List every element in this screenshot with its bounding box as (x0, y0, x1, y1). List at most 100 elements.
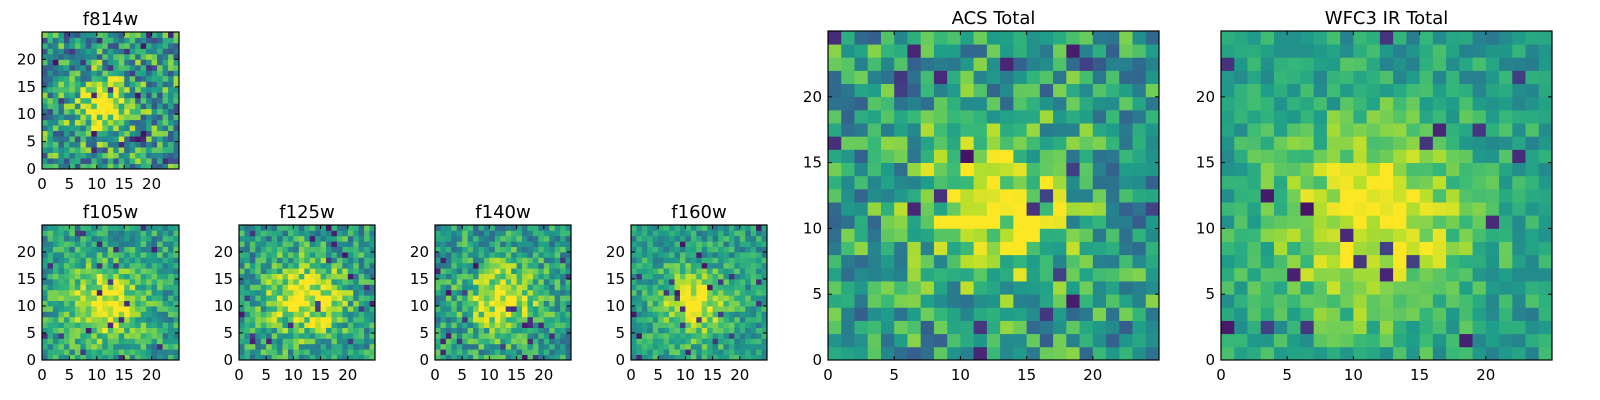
heatmap-cell (69, 97, 76, 104)
heatmap-cell (723, 311, 730, 318)
heatmap-cell (244, 257, 251, 264)
heatmap-cell (920, 149, 935, 163)
heatmap-cell (756, 225, 762, 231)
heatmap-cell (1234, 70, 1248, 85)
heatmap-cell (647, 306, 654, 312)
heatmap-cell (140, 152, 147, 159)
heatmap-cell (494, 327, 501, 334)
heatmap-cell (707, 230, 713, 237)
heatmap-cell (47, 125, 54, 132)
heatmap-cell (124, 300, 131, 307)
heatmap-cell (309, 241, 316, 247)
heatmap-cell (347, 225, 354, 231)
heatmap-cell (669, 338, 675, 345)
heatmap-cell (1234, 254, 1248, 269)
heatmap-cell (739, 300, 746, 307)
heatmap-cell (266, 306, 273, 312)
heatmap-cell (489, 284, 496, 291)
heatmap-cell (146, 284, 152, 291)
heatmap-cell (1273, 346, 1288, 361)
heatmap-cell (565, 338, 572, 345)
heatmap-cell (162, 59, 169, 66)
heatmap-cell (1485, 267, 1500, 282)
heatmap-cell (1132, 70, 1147, 85)
heatmap-cell (146, 163, 152, 170)
heatmap-cell (456, 311, 463, 318)
heatmap-cell (1538, 281, 1553, 295)
heatmap-cell (636, 311, 643, 318)
heatmap-cell (58, 141, 65, 148)
heatmap-cell (1132, 267, 1147, 282)
heatmap-cell (467, 273, 474, 280)
heatmap-cell (342, 252, 349, 258)
heatmap-cell (631, 235, 637, 242)
heatmap-cell (74, 86, 81, 93)
heatmap-cell (42, 262, 48, 269)
heatmap-cell (244, 333, 251, 339)
heatmap-cell (244, 246, 251, 253)
heatmap-cell (58, 289, 65, 296)
heatmap-cell (140, 349, 147, 355)
heatmap-cell (728, 230, 735, 237)
heatmap-cell (761, 289, 768, 296)
heatmap-cell (745, 322, 752, 328)
heatmap-cell (80, 311, 87, 318)
heatmap-cell (85, 92, 92, 99)
heatmap-cell (1393, 83, 1407, 98)
heatmap-cell (358, 311, 365, 318)
heatmap-cell (91, 103, 98, 110)
heatmap-cell (456, 225, 463, 231)
heatmap-cell (315, 295, 321, 301)
heatmap-cell (146, 333, 152, 339)
heatmap-cell (1366, 31, 1381, 45)
heatmap-cell (867, 44, 882, 58)
heatmap-cell (554, 268, 561, 274)
heatmap-cell (1221, 267, 1235, 282)
heatmap-cell (907, 175, 922, 190)
heatmap-cell (298, 300, 305, 307)
heatmap-cell (894, 294, 908, 308)
heatmap-cell (880, 109, 895, 124)
heatmap-cell (42, 114, 48, 121)
heatmap-cell (102, 136, 109, 142)
heatmap-cell (641, 241, 648, 247)
heatmap-cell (1432, 123, 1447, 137)
heatmap-cell (118, 338, 125, 345)
heatmap-cell (690, 268, 697, 274)
heatmap-cell (920, 175, 935, 190)
heatmap-cell (854, 44, 869, 58)
heatmap-cell (560, 262, 566, 269)
heatmap-cell (315, 235, 321, 242)
heatmap-cell (435, 273, 441, 280)
heatmap-cell (973, 83, 988, 98)
heatmap-cell (522, 257, 528, 264)
heatmap-cell (1485, 70, 1500, 85)
heatmap-cell (342, 279, 349, 285)
heatmap-cell (42, 252, 48, 258)
heatmap-cell (505, 343, 512, 350)
heatmap-cell (1026, 149, 1041, 163)
heatmap-cell (249, 349, 256, 355)
heatmap-cell (52, 354, 59, 361)
heatmap-cell (1013, 281, 1027, 295)
heatmap-cell (91, 235, 98, 242)
heatmap-cell (146, 311, 152, 318)
heatmap-cell (129, 327, 136, 334)
heatmap-cell (1106, 254, 1120, 269)
heatmap-cell (1366, 333, 1381, 348)
heatmap-cell (1119, 31, 1133, 45)
heatmap-cell (80, 306, 87, 312)
heatmap-cell (52, 306, 59, 312)
heatmap-cell (331, 300, 338, 307)
heatmap-cell (478, 230, 485, 237)
heatmap-cell (440, 241, 447, 247)
heatmap-cell (701, 316, 708, 323)
heatmap-cell (532, 235, 539, 242)
heatmap-cell (554, 241, 561, 247)
y-tick-label: 15 (1196, 154, 1215, 172)
heatmap-cell (679, 327, 686, 334)
heatmap-cell (140, 316, 147, 323)
heatmap-cell (761, 284, 768, 291)
heatmap-cell (1393, 162, 1407, 177)
heatmap-cell (249, 273, 256, 280)
